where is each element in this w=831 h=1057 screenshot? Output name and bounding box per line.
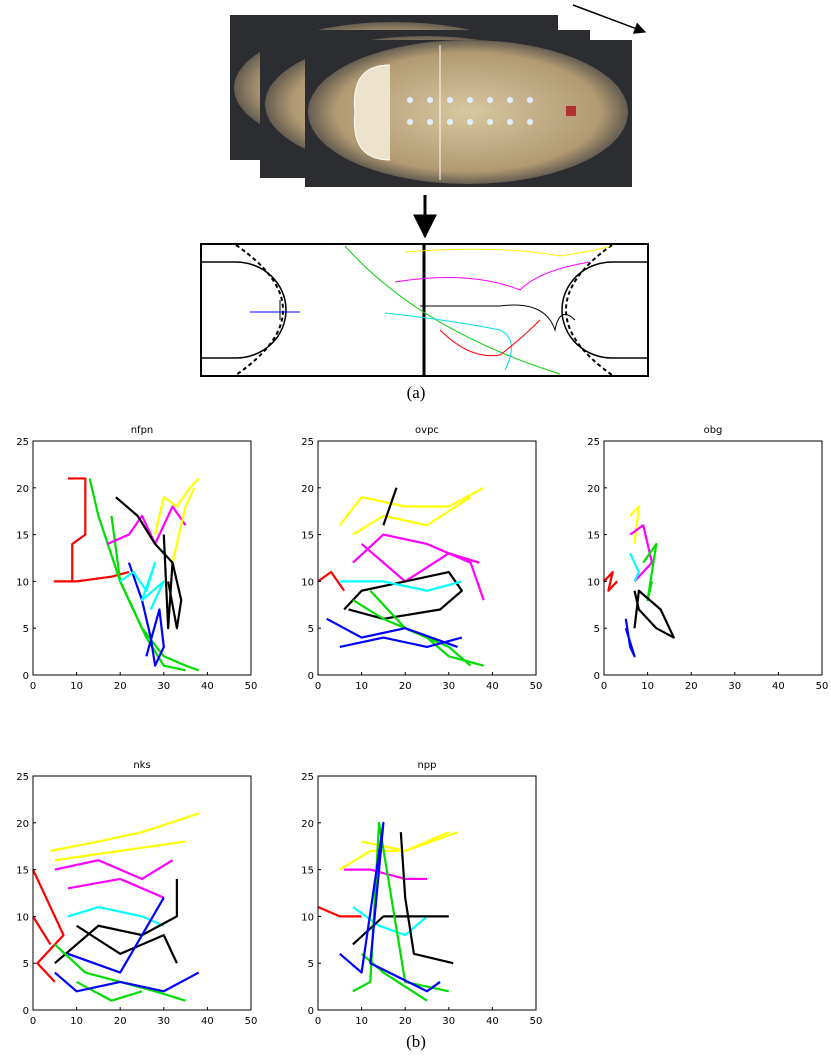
x-tick-label: 10 bbox=[641, 681, 654, 692]
y-tick-label: 15 bbox=[301, 531, 314, 542]
x-tick-label: 40 bbox=[201, 681, 214, 692]
y-tick-label: 0 bbox=[23, 1006, 29, 1017]
x-tick-label: 20 bbox=[114, 1016, 127, 1027]
y-tick-label: 25 bbox=[16, 772, 29, 783]
y-tick-label: 15 bbox=[16, 531, 29, 542]
y-tick-label: 0 bbox=[594, 671, 600, 682]
chart-title: nks bbox=[133, 760, 150, 771]
x-tick-label: 20 bbox=[399, 681, 412, 692]
time-arrow bbox=[573, 5, 645, 32]
x-tick-label: 10 bbox=[70, 681, 83, 692]
x-tick-label: 50 bbox=[530, 1016, 543, 1027]
x-tick-label: 0 bbox=[30, 681, 36, 692]
x-tick-label: 10 bbox=[355, 681, 368, 692]
y-tick-label: 20 bbox=[16, 484, 29, 495]
chart-title: obg bbox=[704, 425, 723, 436]
x-tick-label: 40 bbox=[201, 1016, 214, 1027]
y-tick-label: 0 bbox=[23, 671, 29, 682]
y-tick-label: 0 bbox=[308, 1006, 314, 1017]
chart-title: nfpn bbox=[131, 425, 154, 436]
x-tick-label: 30 bbox=[157, 681, 170, 692]
y-tick-label: 25 bbox=[16, 437, 29, 448]
y-tick-label: 5 bbox=[23, 959, 29, 970]
x-tick-label: 0 bbox=[315, 681, 321, 692]
y-tick-label: 10 bbox=[301, 577, 314, 588]
x-tick-label: 10 bbox=[70, 1016, 83, 1027]
video-frames bbox=[230, 15, 632, 187]
x-tick-label: 20 bbox=[114, 681, 127, 692]
plot-area bbox=[33, 441, 251, 675]
x-tick-label: 50 bbox=[530, 681, 543, 692]
y-tick-label: 10 bbox=[16, 577, 29, 588]
x-tick-label: 30 bbox=[157, 1016, 170, 1027]
y-tick-label: 0 bbox=[308, 671, 314, 682]
page: (a) (b) nfpn010203040500510152025ovpc010… bbox=[0, 0, 831, 1057]
x-tick-label: 30 bbox=[728, 681, 741, 692]
plot-area bbox=[604, 441, 822, 675]
x-tick-label: 10 bbox=[355, 1016, 368, 1027]
plot-area bbox=[318, 441, 536, 675]
y-tick-label: 5 bbox=[23, 624, 29, 635]
y-tick-label: 10 bbox=[587, 577, 600, 588]
plot-area bbox=[318, 776, 536, 1010]
y-tick-label: 20 bbox=[587, 484, 600, 495]
chart-title: ovpc bbox=[415, 425, 439, 436]
x-tick-label: 40 bbox=[486, 1016, 499, 1027]
x-tick-label: 50 bbox=[245, 681, 258, 692]
y-tick-label: 20 bbox=[301, 484, 314, 495]
y-tick-label: 5 bbox=[308, 624, 314, 635]
x-tick-label: 40 bbox=[772, 681, 785, 692]
x-tick-label: 30 bbox=[442, 1016, 455, 1027]
y-tick-label: 5 bbox=[594, 624, 600, 635]
x-tick-label: 20 bbox=[399, 1016, 412, 1027]
y-tick-label: 5 bbox=[308, 959, 314, 970]
y-tick-label: 20 bbox=[16, 819, 29, 830]
x-tick-label: 0 bbox=[315, 1016, 321, 1027]
y-tick-label: 25 bbox=[587, 437, 600, 448]
x-tick-label: 30 bbox=[442, 681, 455, 692]
y-tick-label: 15 bbox=[301, 866, 314, 877]
x-tick-label: 20 bbox=[685, 681, 698, 692]
court-diagram bbox=[201, 244, 648, 376]
y-tick-label: 25 bbox=[301, 437, 314, 448]
y-tick-label: 25 bbox=[301, 772, 314, 783]
x-tick-label: 40 bbox=[486, 681, 499, 692]
y-tick-label: 10 bbox=[301, 912, 314, 923]
caption: (b) bbox=[406, 1032, 426, 1051]
x-tick-label: 50 bbox=[816, 681, 829, 692]
y-tick-label: 15 bbox=[16, 866, 29, 877]
x-tick-label: 0 bbox=[601, 681, 607, 692]
x-tick-label: 50 bbox=[245, 1016, 258, 1027]
y-tick-label: 20 bbox=[301, 819, 314, 830]
plot-area bbox=[33, 776, 251, 1010]
figure: (a) (b) nfpn010203040500510152025ovpc010… bbox=[0, 0, 831, 1057]
y-tick-label: 10 bbox=[16, 912, 29, 923]
y-tick-label: 15 bbox=[587, 531, 600, 542]
chart-title: npp bbox=[417, 760, 436, 771]
x-tick-label: 0 bbox=[30, 1016, 36, 1027]
caption: (a) bbox=[407, 383, 426, 402]
